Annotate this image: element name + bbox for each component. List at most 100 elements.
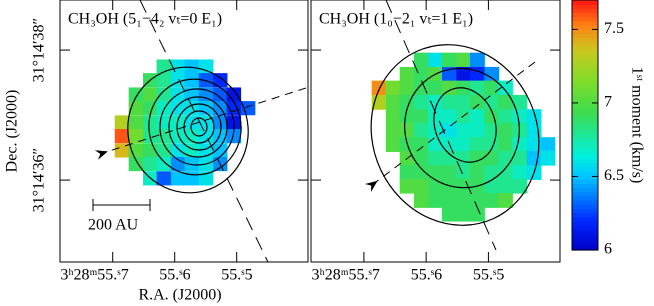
contour <box>159 88 235 166</box>
heatmap-cell <box>170 143 186 158</box>
heatmap-cell <box>456 178 472 194</box>
heatmap-cell <box>456 193 472 208</box>
heatmap-cell <box>526 109 542 125</box>
heatmap-cell <box>156 143 172 158</box>
heatmap-cell <box>212 73 228 88</box>
colorbar-segment <box>572 8 598 14</box>
heatmap-cell <box>470 109 485 125</box>
colorbar-segment <box>572 20 598 26</box>
y-tick-label: 31°14′36″ <box>31 148 48 213</box>
heatmap-cell <box>512 137 528 152</box>
colorbar-segment <box>572 129 598 134</box>
contour <box>127 66 249 194</box>
colorbar-segment <box>572 162 598 168</box>
heatmap-cell <box>484 94 500 110</box>
contour <box>433 87 497 163</box>
contour <box>176 103 222 151</box>
heatmap-cell <box>428 109 444 125</box>
x-tick-label: 55.ˢ6 <box>411 267 442 284</box>
axes: CH₃OH (5₁−4₂ vₜ=0 E₁) 3ʰ28ᵐ55.ˢ7 55.ˢ6 55.ˢ… <box>31 0 624 284</box>
colorbar-frame <box>571 0 599 251</box>
outflow-line <box>94 87 307 160</box>
heatmap-cell <box>456 206 472 222</box>
contour <box>190 117 208 137</box>
colorbar-segment <box>572 220 598 226</box>
contour <box>148 78 242 176</box>
x-tick-label: 3ʰ28ᵐ55.ˢ7 <box>312 267 380 284</box>
heatmap-cell <box>484 137 500 152</box>
colorbar-segment <box>572 154 598 159</box>
heatmap-cell <box>226 101 242 116</box>
heatmap-cell <box>484 66 500 82</box>
heatmap-cell <box>114 129 130 144</box>
contour <box>168 96 228 158</box>
heatmap-cell <box>184 73 199 88</box>
colorbar-tick-label: 6.5 <box>604 167 624 184</box>
heatmap-cell <box>442 80 457 96</box>
heatmap-cell <box>128 115 144 130</box>
heatmap-cell <box>212 87 228 102</box>
heatmap-cell <box>428 52 444 68</box>
colorbar-segment <box>572 216 598 222</box>
colorbar-segment <box>572 87 598 93</box>
heatmap-cell <box>414 52 429 68</box>
heatmap-cell <box>470 66 485 82</box>
heatmap-cell <box>428 193 444 208</box>
y-tick-label: 31°14′38″ <box>31 18 48 83</box>
heatmap-cell <box>128 143 144 158</box>
x-tick-label: 3ʰ28ᵐ55.ˢ7 <box>60 267 128 284</box>
colorbar-tick-label: 7 <box>604 94 612 111</box>
heatmap-cell <box>414 109 429 125</box>
heatmap-cell <box>386 80 401 96</box>
heatmap-cell <box>498 122 513 138</box>
heatmap-cell <box>484 178 500 194</box>
heatmap-cell <box>142 115 158 130</box>
heatmap-cell <box>114 115 130 130</box>
colorbar-segment <box>572 183 598 189</box>
heatmap-cell <box>442 150 457 166</box>
colorbar-segment <box>572 125 598 130</box>
colorbar-segment <box>572 25 598 30</box>
colorbar-segment <box>572 33 598 39</box>
heatmap-cell <box>470 165 485 180</box>
heatmap-cell <box>399 80 415 96</box>
heatmap-cell <box>428 150 444 166</box>
heatmap-cell <box>498 193 513 208</box>
colorbar-segment <box>572 79 598 84</box>
heatmap-cell <box>470 137 485 152</box>
heatmap-cell <box>470 94 485 110</box>
contour <box>370 44 540 226</box>
axis-line <box>139 0 269 263</box>
heatmap-cell <box>128 157 144 172</box>
heatmap-cell <box>456 94 472 110</box>
heatmap-cell <box>170 115 186 130</box>
colorbar-segment <box>572 191 598 197</box>
heatmap-cell <box>414 193 429 208</box>
heatmap-cell <box>498 137 513 152</box>
colorbar-segment <box>572 233 598 239</box>
heatmap-cell <box>456 52 472 68</box>
heatmap-cell <box>484 80 500 96</box>
colorbar-segment <box>572 212 598 218</box>
heatmap-cell <box>428 165 444 180</box>
heatmap-cell <box>456 150 472 166</box>
heatmap-cell <box>512 150 528 166</box>
colorbar-segment <box>572 104 598 109</box>
heatmap-cell <box>512 178 528 194</box>
heatmap-cell <box>470 206 485 222</box>
colorbar-segment <box>572 45 598 51</box>
heatmap-cell <box>414 122 429 138</box>
heatmap-cell <box>170 129 186 144</box>
heatmap-cell <box>442 52 457 68</box>
heatmap-cell <box>386 137 401 152</box>
colorbar-segment <box>572 120 598 126</box>
heatmap-cell <box>170 101 186 116</box>
heatmap-cell <box>442 206 457 222</box>
heatmap-cell <box>540 150 556 166</box>
heatmap-cell <box>456 165 472 180</box>
colorbar-segment <box>572 75 598 80</box>
heatmap-layer <box>114 52 556 222</box>
heatmap-cell <box>484 122 500 138</box>
colorbar-segment <box>572 58 598 64</box>
